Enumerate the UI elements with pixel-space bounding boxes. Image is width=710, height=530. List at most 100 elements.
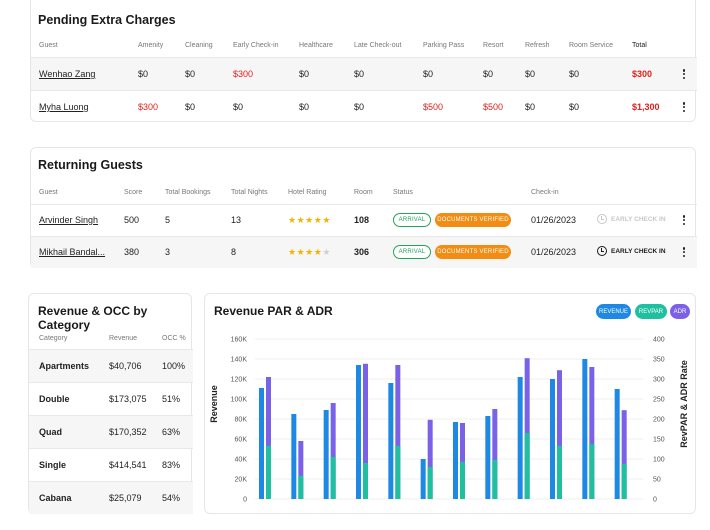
checkin-date: 01/26/2023	[531, 247, 577, 257]
revenue-chart-plot: 0 20K 40K 60K 80K 100K 120K 140K 160K 0 50 100 150 20…	[231, 337, 665, 504]
pending-total-value: $1,300	[632, 102, 660, 112]
pending-charge-value: $0	[299, 69, 310, 79]
star-icon: ★	[322, 247, 331, 257]
y2-tick-label: 250	[653, 397, 665, 404]
revenue-bar	[356, 365, 361, 499]
returning-header-6: Status	[393, 189, 413, 196]
pending-charge-value: $0	[525, 69, 536, 79]
row-menu-icon[interactable]	[680, 67, 688, 81]
pending-header-1: Amenity	[138, 42, 164, 49]
category-name: Cabana	[39, 493, 72, 503]
documents-verified-badge: DOCUMENTS VERIFIED	[435, 245, 511, 259]
adr-bar	[266, 377, 271, 499]
revpar-bar	[524, 433, 530, 499]
returning-guests-card: Returning Guests Guest Score Total Booking…	[30, 147, 697, 268]
total-bookings: 5	[165, 215, 171, 225]
row-divider	[31, 236, 697, 237]
row-divider	[29, 448, 193, 449]
pending-charge-value: $0	[354, 69, 365, 79]
pending-guest-link[interactable]: Myha Luong	[39, 102, 89, 112]
pending-charges-card: Pending Extra Charges Guest Amenity Cleani…	[30, 0, 697, 122]
revenue-bar	[453, 422, 458, 499]
revenue-bar	[550, 379, 555, 499]
revpar-bar	[363, 463, 368, 499]
y-tick-label: 120K	[231, 377, 248, 384]
pending-charge-value: $0	[185, 69, 196, 79]
pending-header-7: Resort	[483, 42, 504, 49]
row-menu-icon[interactable]	[680, 213, 688, 227]
revpar-bar	[492, 459, 498, 499]
revenue-bar	[517, 377, 523, 499]
y-tick-label: 160K	[231, 337, 248, 344]
row-background	[29, 482, 193, 514]
star-icon: ★	[288, 247, 297, 257]
adr-bar	[298, 441, 304, 499]
adr-bar	[460, 423, 465, 499]
pending-charge-value: $0	[569, 69, 580, 79]
adr-bar	[621, 410, 627, 499]
row-divider	[29, 349, 193, 350]
legend-revenue-button[interactable]: REVENUE	[596, 304, 631, 319]
star-icon: ★	[305, 247, 314, 257]
row-background	[29, 416, 193, 448]
row-divider	[31, 90, 697, 91]
clock-icon	[597, 246, 607, 256]
category-occ: 100%	[162, 361, 186, 371]
occ-header-0: Category	[39, 335, 68, 342]
occ-header-1: Revenue	[109, 335, 138, 342]
early-checkin-button[interactable]: EARLY CHECK IN	[597, 214, 666, 224]
star-icon: ★	[313, 215, 323, 225]
revenue-bar	[323, 410, 329, 499]
category-name: Double	[39, 394, 70, 404]
pending-charge-value: $500	[423, 102, 444, 112]
revpar-bar	[427, 467, 433, 499]
adr-bar	[395, 365, 401, 499]
row-menu-icon[interactable]	[680, 100, 688, 114]
revpar-bar	[460, 461, 465, 499]
y2-tick-label: 150	[653, 437, 665, 444]
row-background	[29, 350, 193, 382]
star-icon: ★	[296, 215, 306, 225]
pending-guest-link[interactable]: Wenhao Zang	[39, 69, 96, 79]
early-checkin-label: EARLY CHECK IN	[611, 215, 666, 223]
pending-charge-value: $300	[138, 102, 159, 112]
y-tick-label: 140K	[231, 357, 248, 364]
y2-tick-label: 200	[653, 417, 665, 424]
category-name: Apartments	[39, 361, 90, 371]
guest-score: 500	[124, 215, 140, 225]
pending-header-9: Room Service	[569, 42, 613, 49]
early-checkin-button[interactable]: EARLY CHECK IN	[597, 246, 666, 256]
category-revenue: $173,075	[109, 394, 147, 404]
row-menu-icon[interactable]	[680, 245, 688, 259]
pending-charge-value: $0	[483, 69, 494, 79]
returning-header-0: Guest	[39, 189, 58, 196]
returning-header-2: Total Bookings	[165, 189, 211, 196]
pending-header-3: Early Check-in	[233, 42, 279, 49]
returning-guest-link[interactable]: Arvinder Singh	[39, 215, 99, 225]
documents-verified-badge: DOCUMENTS VERIFIED	[435, 213, 511, 227]
pending-charge-value: $0	[185, 102, 196, 112]
category-revenue: $25,079	[109, 493, 142, 503]
returning-guests-title: Returning Guests	[38, 158, 143, 172]
pending-charge-value: $500	[483, 102, 504, 112]
category-occ: 51%	[162, 394, 181, 404]
returning-guest-link[interactable]: Mikhail Bandal...	[39, 247, 106, 257]
legend-revpar-button[interactable]: REVPAR	[635, 304, 667, 319]
hotel-rating-stars: ★★★★★	[288, 215, 331, 226]
y2-tick-label: 350	[653, 357, 665, 364]
hotel-rating-stars: ★★★★★	[288, 247, 331, 258]
star-icon: ★	[322, 215, 331, 225]
pending-header-5: Late Check-out	[354, 42, 402, 49]
row-divider	[29, 415, 193, 416]
legend-adr-button[interactable]: ADR	[670, 304, 690, 319]
star-icon: ★	[296, 247, 306, 257]
occ-header-2: OCC %	[162, 335, 186, 342]
arrival-status-badge: ARRIVAL	[393, 245, 431, 259]
revpar-bar	[621, 463, 627, 499]
y-tick-label: 0	[243, 497, 247, 504]
pending-charge-value: $0	[569, 102, 580, 112]
revpar-bar	[330, 457, 336, 499]
pending-header-4: Healthcare	[299, 42, 333, 49]
category-revenue: $40,706	[109, 361, 142, 371]
y-tick-label: 40K	[235, 457, 248, 464]
